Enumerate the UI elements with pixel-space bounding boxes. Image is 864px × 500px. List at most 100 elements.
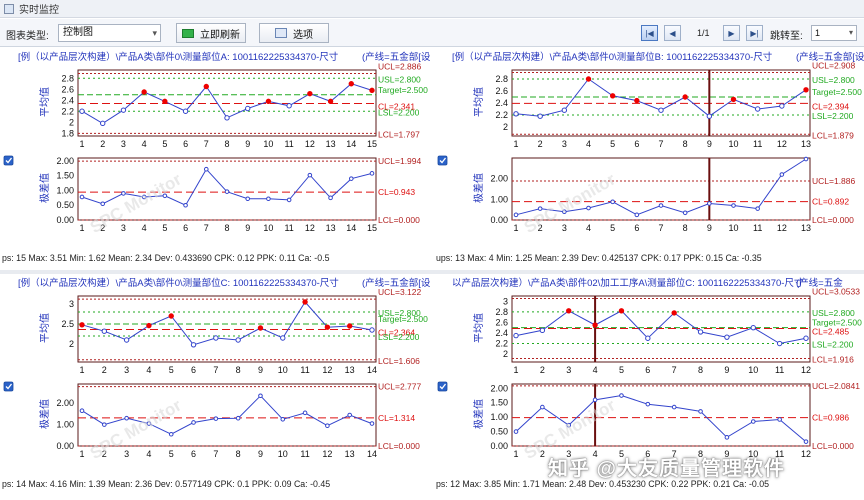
next-page-button[interactable]: ▶ xyxy=(723,25,740,41)
data-point xyxy=(79,194,85,200)
x-tick-label: 1 xyxy=(79,223,84,233)
x-tick-label: 6 xyxy=(183,139,188,149)
x-tick-label: 5 xyxy=(169,449,174,459)
data-point xyxy=(779,103,785,109)
x-tick-label: 2 xyxy=(100,139,105,149)
data-point xyxy=(609,93,616,99)
chart-panel-a: [例（以产品层次构建）\产品A类\部件0\测量部位A: 100116222533… xyxy=(0,48,430,274)
data-point xyxy=(634,97,640,104)
data-point xyxy=(245,105,251,112)
x-tick-label: 12 xyxy=(777,223,787,233)
x-tick-label: 4 xyxy=(593,449,598,459)
y-tick-label: 2.2 xyxy=(495,339,508,349)
stats-line: ps: 12 Max: 3.85 Min: 1.71 Mean: 2.48 De… xyxy=(436,479,769,489)
data-point xyxy=(645,401,651,407)
data-point xyxy=(697,329,704,335)
data-point xyxy=(566,308,572,314)
data-point xyxy=(803,87,809,93)
last-page-button[interactable]: ▶| xyxy=(746,25,763,41)
jump-select[interactable]: 1 ▾ xyxy=(811,25,857,41)
data-point xyxy=(162,193,168,199)
y-tick-label: 2.5 xyxy=(61,319,74,329)
series-line xyxy=(81,301,373,346)
x-tick-label: 7 xyxy=(672,365,677,375)
x-tick-label: 6 xyxy=(191,449,196,459)
x-tick-label: 1 xyxy=(513,365,518,375)
limit-label-usl: USL=2.800 xyxy=(378,308,421,318)
y-axis-label: 平均值 xyxy=(472,87,485,117)
y-tick-label: 2.00 xyxy=(56,398,74,408)
data-point xyxy=(141,194,147,200)
data-point xyxy=(586,205,591,211)
x-tick-label: 9 xyxy=(258,365,263,375)
data-point xyxy=(513,332,519,339)
data-point xyxy=(213,416,219,421)
x-tick-label: 11 xyxy=(284,223,293,233)
limit-label-ucl: UCL=1.886 xyxy=(812,176,856,186)
watermark-text: 知乎 @大友质量管理软件 xyxy=(548,458,786,480)
chart-title: [例（以产品层次构建）\产品A类\部件0\测量部位B: 100116222533… xyxy=(452,51,773,63)
refresh-button[interactable]: 立即刷新 xyxy=(176,23,246,43)
data-point xyxy=(731,203,736,208)
chart-title-right: (产线=五金部[设 xyxy=(362,277,430,289)
x-tick-label: 10 xyxy=(278,365,288,375)
y-tick-label: 2.6 xyxy=(61,84,74,94)
prev-page-button[interactable]: ◀ xyxy=(664,25,681,41)
chart-title-right: (产线=五金部[设 xyxy=(362,51,430,63)
data-point xyxy=(618,308,625,314)
chart-type-select[interactable]: 控制图 ▾ xyxy=(58,24,161,42)
limit-label-lsl: LSL=2.200 xyxy=(812,111,854,121)
data-point xyxy=(755,206,760,211)
chart-panel-d: 以产品层次构建）\产品A类\部件02\加工工序A\测量部位C: 10011622… xyxy=(434,274,864,500)
data-point xyxy=(592,322,598,328)
options-button[interactable]: 选项 xyxy=(259,23,329,43)
x-tick-label: 2 xyxy=(102,449,107,459)
limit-label-ucl: UCL=2.777 xyxy=(378,382,422,392)
x-tick-label: 2 xyxy=(538,223,543,233)
x-tick-label: 8 xyxy=(683,139,688,149)
data-point xyxy=(592,397,598,403)
series-line xyxy=(515,310,807,345)
y-tick-label: 2.2 xyxy=(61,106,74,116)
data-point xyxy=(369,87,375,94)
data-point xyxy=(325,423,330,428)
x-tick-label: 7 xyxy=(204,223,209,233)
limit-label-cl: CL=0.943 xyxy=(378,187,415,197)
plot-frame xyxy=(511,157,811,221)
data-point xyxy=(671,404,677,410)
x-tick-label: 3 xyxy=(124,365,129,375)
x-tick-label: 7 xyxy=(672,449,677,459)
y-tick-label: 1.8 xyxy=(61,128,74,138)
x-tick-label: 11 xyxy=(753,139,762,149)
data-point xyxy=(724,334,730,340)
x-tick-label: 6 xyxy=(191,365,196,375)
first-page-button[interactable]: |◀ xyxy=(641,25,658,41)
x-tick-label: 1 xyxy=(79,365,84,375)
data-point xyxy=(348,81,354,87)
x-tick-label: 4 xyxy=(586,139,591,149)
data-point xyxy=(286,103,292,109)
x-tick-label: 10 xyxy=(728,139,738,149)
chart-svg-c: [例（以产品层次构建）\产品A类\部件0\测量部位C: 100116222533… xyxy=(2,277,430,489)
data-point xyxy=(79,322,85,328)
data-point xyxy=(724,435,730,440)
limit-label-ucl: UCL=2.908 xyxy=(812,61,856,71)
checkbox-icon xyxy=(437,155,448,166)
window-titlebar: 实时监控 xyxy=(0,0,864,18)
x-tick-label: 13 xyxy=(801,223,811,233)
x-tick-label: 3 xyxy=(121,223,126,233)
x-tick-label: 9 xyxy=(724,449,729,459)
chevron-down-icon: ▾ xyxy=(152,28,157,38)
data-point xyxy=(258,393,263,399)
x-tick-label: 13 xyxy=(326,223,336,233)
data-point xyxy=(100,201,106,207)
x-tick-label: 12 xyxy=(322,365,332,375)
y-tick-label: 3 xyxy=(503,296,508,306)
y-tick-label: 2 xyxy=(503,349,508,359)
data-point xyxy=(537,113,543,119)
y-tick-label: 2.00 xyxy=(56,156,74,166)
chart-panel-b: [例（以产品层次构建）\产品A类\部件0\测量部位B: 100116222533… xyxy=(434,48,864,274)
plot-frame xyxy=(511,383,811,447)
x-tick-label: 14 xyxy=(367,365,377,375)
y-axis-label: 极差值 xyxy=(472,399,485,429)
